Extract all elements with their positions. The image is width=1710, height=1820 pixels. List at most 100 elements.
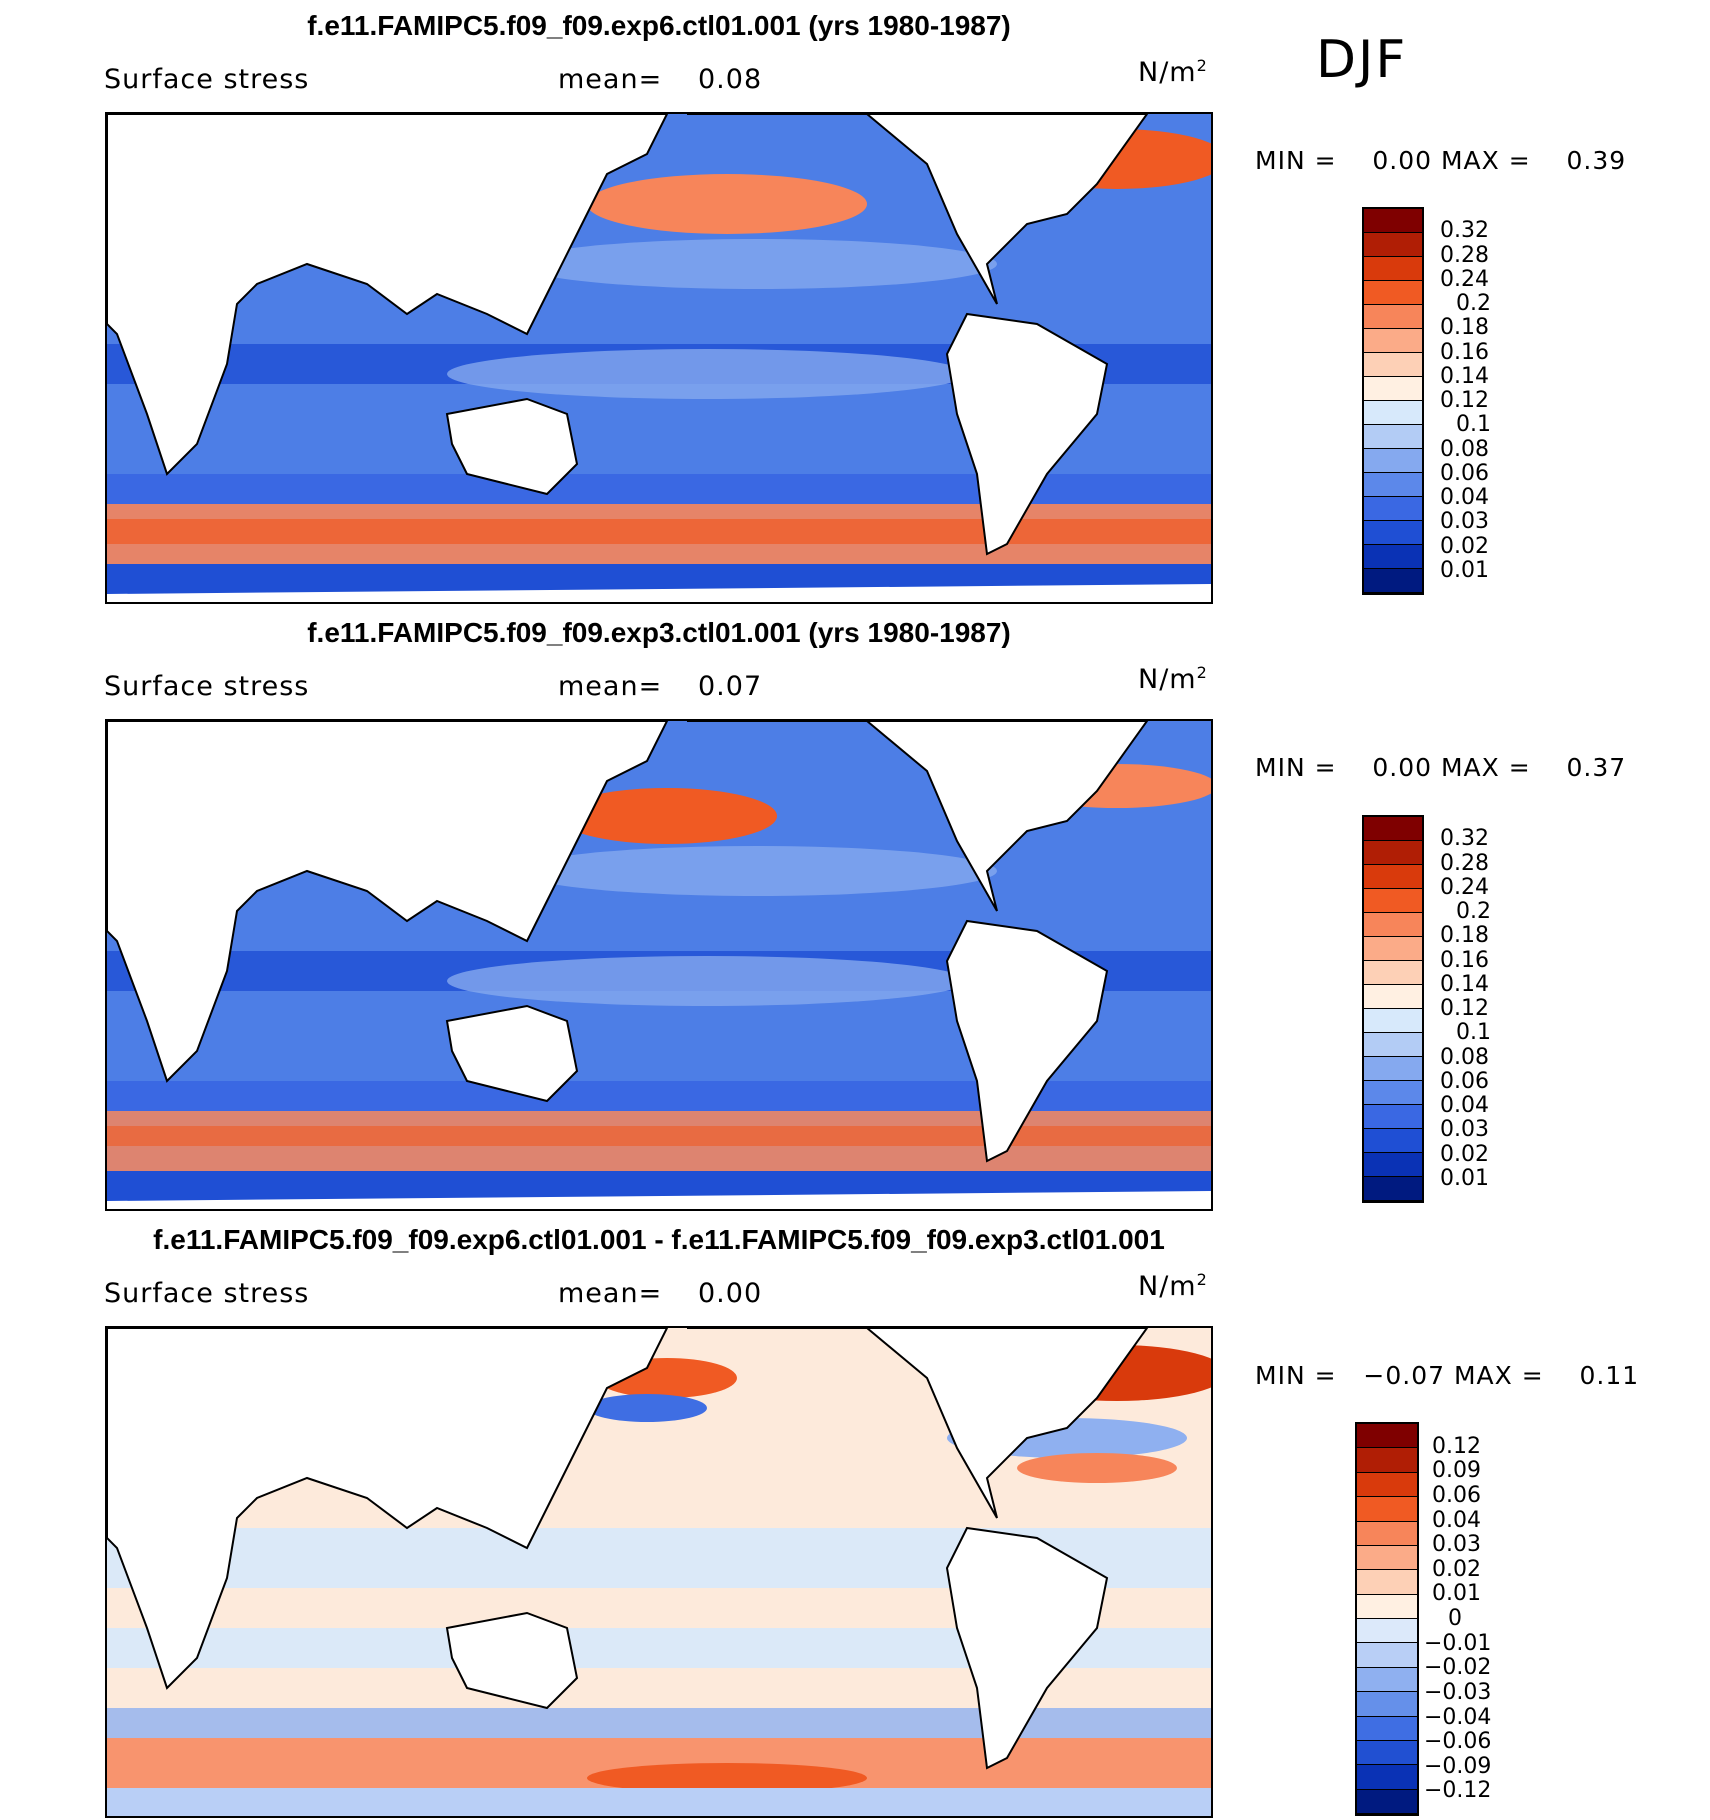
panel-title: f.e11.FAMIPC5.f09_f09.exp3.ctl01.001 (yr… [307, 617, 1011, 648]
colorbar-tick-label: 0.08 [1440, 436, 1489, 462]
colorbar-swatch [1357, 1619, 1417, 1644]
colorbar-swatch [1364, 569, 1422, 593]
colorbar-swatch [1357, 1424, 1417, 1449]
colorbar-swatch [1364, 545, 1422, 569]
colorbar-swatch [1364, 377, 1422, 401]
mean-value: 0.00 [698, 1278, 763, 1309]
colorbar-tick-label: 0.02 [1440, 533, 1489, 559]
panel-title: f.e11.FAMIPC5.f09_f09.exp6.ctl01.001 (yr… [307, 10, 1011, 41]
colorbar-tick-label: 0.12 [1432, 1433, 1481, 1459]
colorbar-swatch [1364, 425, 1422, 449]
colorbar-swatch [1364, 233, 1422, 257]
colorbar-tick-label: 0 [1448, 1606, 1462, 1631]
colorbar-swatch [1364, 329, 1422, 353]
colorbar-tick-label: 0.03 [1440, 509, 1489, 535]
colorbar-tick-label: 0.1 [1456, 412, 1491, 438]
mean-value: 0.08 [698, 64, 763, 95]
colorbar-tick-label: 0.18 [1440, 923, 1489, 949]
mean-label: mean= [558, 64, 663, 95]
colorbar-swatch [1357, 1448, 1417, 1473]
colorbar-tick-label: −0.12 [1424, 1778, 1492, 1804]
colorbar-tick-label: 0.14 [1440, 971, 1489, 997]
colorbar-swatch [1364, 1057, 1422, 1081]
colorbar-tick-label: 0.32 [1440, 826, 1489, 852]
season-label: DJF [1316, 30, 1408, 90]
units-label: N/m2 [1138, 663, 1208, 695]
map-graphic [107, 114, 1211, 602]
units-label: N/m2 [1138, 56, 1208, 88]
min-max-readout: MIN = 0.00 MAX = 0.39 [1255, 146, 1627, 175]
colorbar-tick-label: 0.06 [1440, 1068, 1489, 1094]
colorbar-swatch [1357, 1692, 1417, 1717]
variable-label: Surface stress [104, 1278, 310, 1309]
mean-label: mean= [558, 1278, 663, 1309]
map-graphic [107, 721, 1211, 1209]
colorbar-swatch [1357, 1740, 1417, 1766]
colorbar-tick-label: 0.14 [1440, 363, 1489, 389]
colorbar-swatch [1364, 1129, 1422, 1153]
colorbar-swatch [1364, 473, 1422, 497]
colorbar-tick-label: 0.09 [1432, 1458, 1481, 1484]
colorbar-swatch [1364, 817, 1422, 841]
colorbar-tick-label: 0.01 [1432, 1581, 1481, 1607]
colorbar-tick-label: 0.12 [1440, 388, 1489, 413]
colorbar-swatch [1357, 1497, 1417, 1522]
colorbar-swatch [1357, 1765, 1417, 1790]
colorbar-tick-label: 0.04 [1440, 1093, 1489, 1118]
colorbar-swatch [1357, 1472, 1417, 1498]
colorbar-tick-label: −0.02 [1424, 1655, 1492, 1681]
min-max-readout: MIN = 0.00 MAX = 0.37 [1255, 753, 1627, 782]
variable-label: Surface stress [104, 671, 310, 702]
colorbar-swatch [1364, 889, 1422, 913]
colorbar-tick-label: −0.03 [1424, 1679, 1492, 1705]
colorbar-tick-label: 0.03 [1440, 1117, 1489, 1143]
colorbar-tick-label: −0.09 [1424, 1753, 1492, 1779]
colorbar-swatch [1357, 1594, 1417, 1619]
colorbar-swatch [1364, 353, 1422, 377]
colorbar-swatch [1364, 257, 1422, 281]
colorbar-tick-label: 0.08 [1440, 1044, 1489, 1070]
colorbar-swatch [1364, 1033, 1422, 1057]
colorbar-swatch [1357, 1521, 1417, 1546]
units-label: N/m2 [1138, 1270, 1208, 1302]
colorbar-swatch [1364, 913, 1422, 937]
colorbar-tick-label: 0.2 [1456, 291, 1491, 316]
colorbar-tick-label: 0.2 [1456, 899, 1491, 924]
colorbar-swatch [1357, 1789, 1417, 1814]
variable-label: Surface stress [104, 64, 310, 95]
colorbar-tick-label: 0.02 [1440, 1141, 1489, 1167]
surface-stress-map [105, 112, 1213, 604]
colorbar-tick-label: 0.04 [1440, 485, 1489, 510]
colorbar-swatch [1364, 1153, 1422, 1177]
colorbar-swatch [1364, 937, 1422, 961]
colorbar-tick-label: 0.16 [1440, 339, 1489, 365]
colorbar-swatch [1364, 985, 1422, 1009]
colorbar-swatch [1364, 1009, 1422, 1033]
colorbar-tick-label: 0.02 [1432, 1556, 1481, 1582]
colorbar-swatch [1364, 1081, 1422, 1105]
colorbar-tick-label: 0.18 [1440, 315, 1489, 341]
colorbar [1362, 207, 1424, 595]
colorbar-tick-label: 0.32 [1440, 218, 1489, 244]
map-graphic [107, 1328, 1211, 1816]
colorbar-swatch [1364, 209, 1422, 233]
colorbar-swatch [1364, 1105, 1422, 1129]
colorbar-tick-label: 0.03 [1432, 1532, 1481, 1558]
colorbar-swatch [1364, 401, 1422, 425]
surface-stress-difference-map [105, 1326, 1213, 1818]
colorbar-swatch [1364, 305, 1422, 329]
colorbar-tick-label: 0.24 [1440, 874, 1489, 900]
colorbar-swatch [1364, 281, 1422, 305]
colorbar [1362, 815, 1424, 1203]
colorbar-swatch [1357, 1667, 1417, 1693]
colorbar-tick-label: 0.12 [1440, 996, 1489, 1021]
colorbar-tick-label: 0.06 [1432, 1482, 1481, 1508]
panel-title: f.e11.FAMIPC5.f09_f09.exp6.ctl01.001 - f… [153, 1224, 1165, 1255]
colorbar-swatch [1364, 449, 1422, 473]
colorbar [1355, 1422, 1419, 1816]
colorbar-swatch [1364, 841, 1422, 865]
colorbar-swatch [1364, 1177, 1422, 1201]
mean-value: 0.07 [698, 671, 763, 702]
colorbar-swatch [1364, 521, 1422, 545]
surface-stress-map [105, 719, 1213, 1211]
